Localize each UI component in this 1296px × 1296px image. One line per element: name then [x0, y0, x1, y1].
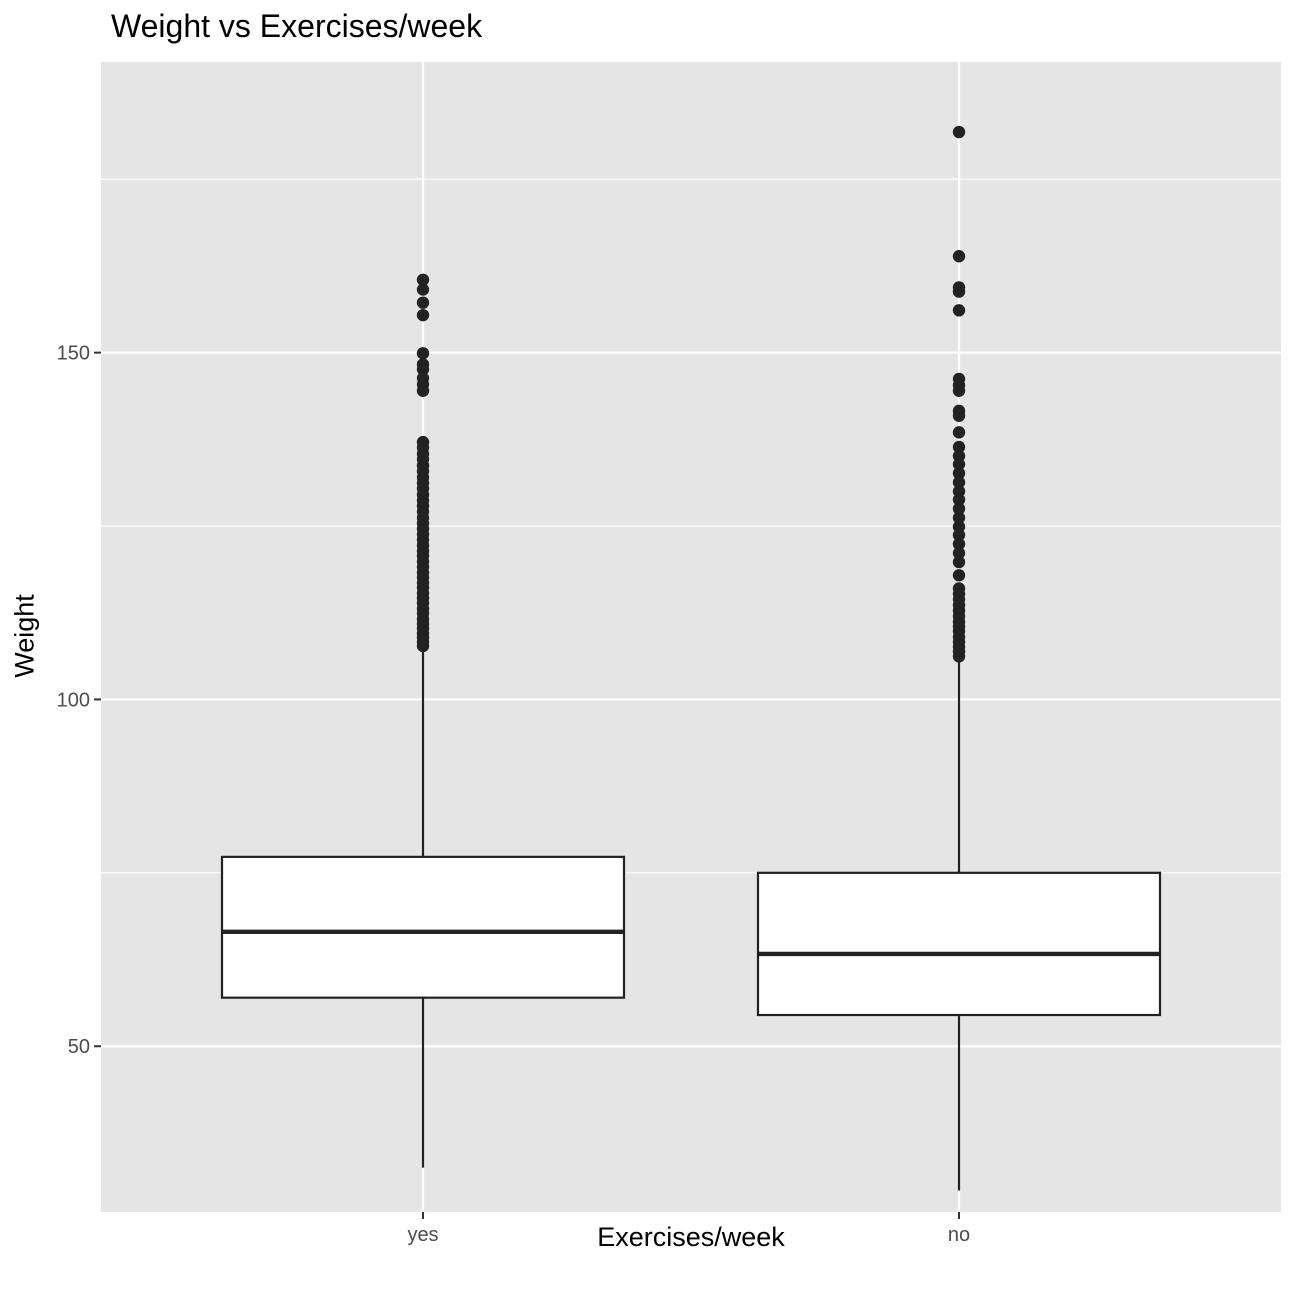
outlier-point [952, 476, 966, 489]
outlier-point [416, 308, 430, 322]
axis-layer: 50 100 150 yes no [57, 343, 971, 1246]
outlier-point [952, 569, 966, 582]
outlier-point [952, 449, 966, 463]
outlier-point [952, 485, 966, 498]
outlier-point [952, 125, 966, 139]
outlier-point [952, 555, 966, 569]
outlier-point [952, 582, 966, 595]
box-iqr [756, 871, 1162, 1017]
outlier-point [952, 304, 966, 317]
outlier-point [952, 467, 966, 480]
outlier-point [952, 537, 966, 551]
x-axis-label: Exercises/week [597, 1222, 785, 1252]
outlier-point [416, 283, 430, 296]
outlier-point [416, 372, 430, 385]
outlier-point [952, 440, 966, 454]
x-tick-label: no [948, 1224, 970, 1246]
outlier-point [952, 502, 966, 515]
outlier-point [952, 426, 966, 439]
y-tick-label: 100 [57, 689, 90, 711]
outlier-point [952, 511, 966, 524]
outlier-point [952, 404, 966, 418]
outlier-point [416, 296, 430, 309]
outlier-point [952, 250, 966, 263]
box-layer [220, 125, 1162, 1191]
box-group-yes [220, 273, 626, 1168]
box-group-no [756, 125, 1162, 1191]
outlier-point [416, 273, 430, 286]
outlier-point [416, 435, 430, 449]
y-axis-label: Weight [9, 594, 40, 678]
outlier-point [952, 546, 966, 560]
outlier-point [416, 358, 430, 371]
plot-panel [101, 62, 1281, 1212]
outlier-point [952, 281, 966, 294]
y-tick-label: 50 [68, 1036, 90, 1058]
box-iqr [220, 855, 626, 999]
chart-title: Weight vs Exercises/week [111, 8, 483, 44]
outlier-point [416, 347, 430, 360]
y-tick-label: 150 [57, 343, 90, 365]
outlier-point [952, 372, 966, 386]
x-tick-label: yes [407, 1224, 438, 1246]
outlier-point [952, 520, 966, 533]
